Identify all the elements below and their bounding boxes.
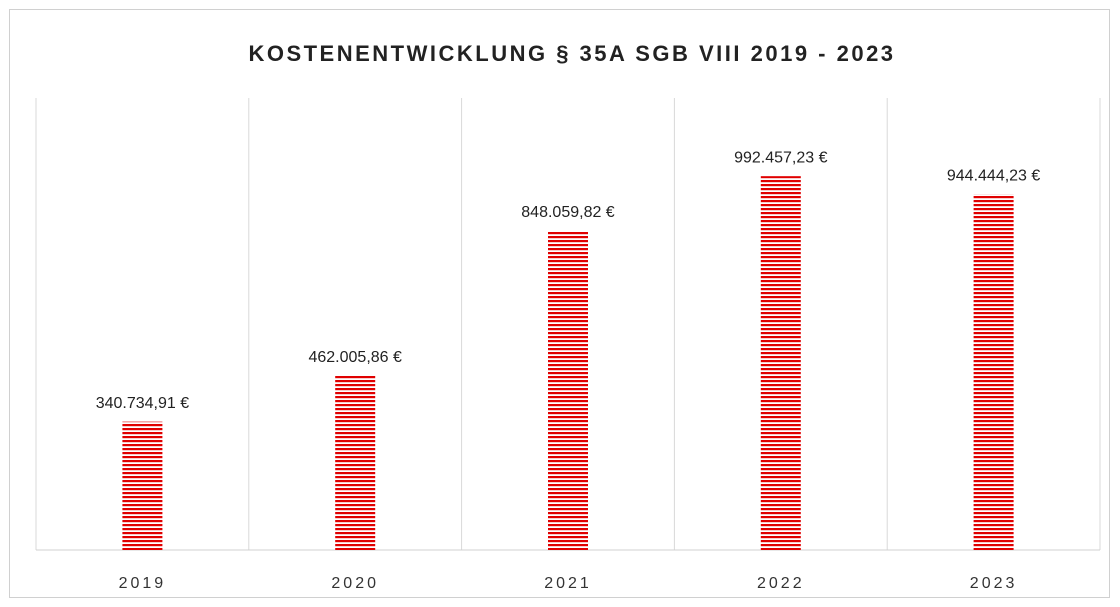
x-tick-label: 2020 — [331, 575, 379, 592]
value-label: 340.734,91 € — [96, 395, 190, 412]
bar — [335, 375, 376, 550]
chart-title: KOSTENENTWICKLUNG § 35A SGB VIII 2019 - … — [248, 41, 895, 66]
value-label: 848.059,82 € — [521, 204, 615, 221]
value-label: 992.457,23 € — [734, 149, 828, 166]
bar — [548, 230, 588, 550]
value-label: 944.444,23 € — [947, 167, 1041, 184]
bar — [760, 176, 801, 550]
value-label: 462.005,86 € — [308, 349, 402, 366]
bar — [122, 421, 163, 550]
x-tick-label: 2022 — [757, 575, 805, 592]
bar — [973, 194, 1014, 550]
x-tick-label: 2021 — [544, 575, 592, 592]
x-tick-label: 2019 — [119, 575, 167, 592]
x-tick-label: 2023 — [970, 575, 1018, 592]
